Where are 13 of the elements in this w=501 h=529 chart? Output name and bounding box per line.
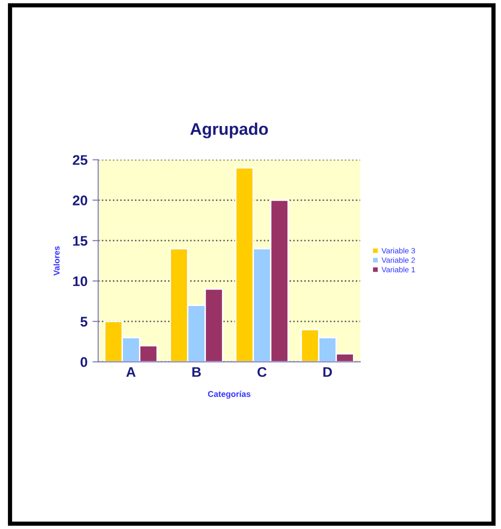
x-tick-label: A xyxy=(126,367,136,377)
x-tick-label: D xyxy=(323,367,332,377)
y-axis-title: Valores xyxy=(53,246,60,276)
y-tick-label: 15 xyxy=(73,236,88,246)
x-tick-label: C xyxy=(258,367,267,377)
chart-title: Agrupado xyxy=(190,122,268,138)
x-axis-title: Categorías xyxy=(208,390,250,399)
y-tick-label: 25 xyxy=(72,155,88,165)
x-tick-label: B xyxy=(192,367,201,377)
y-tick-label: 0 xyxy=(80,357,88,368)
y-tick-label: 5 xyxy=(80,316,88,327)
y-tick-label: 20 xyxy=(72,196,88,206)
y-tick-label: 10 xyxy=(73,276,88,286)
